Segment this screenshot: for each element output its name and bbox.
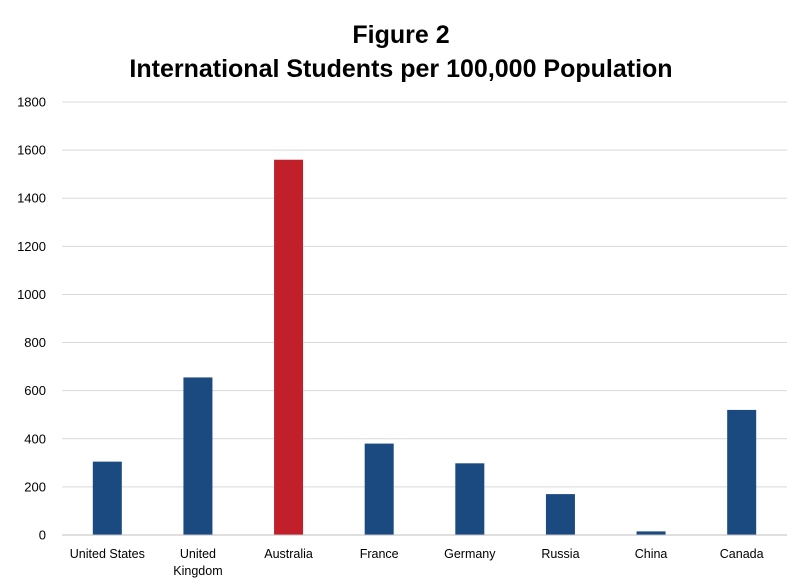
x-category-label: United Kingdom xyxy=(173,547,222,578)
y-tick-label: 1000 xyxy=(17,287,46,302)
bar-australia xyxy=(274,159,304,535)
y-tick-label: 0 xyxy=(39,528,46,543)
x-category-label: France xyxy=(360,547,399,561)
chart-title-line-1: Figure 2 xyxy=(352,21,450,49)
y-tick-label: 1400 xyxy=(17,191,46,206)
x-category-label: Germany xyxy=(444,547,496,561)
x-category-label: Canada xyxy=(720,547,764,561)
bar-france xyxy=(364,443,394,535)
x-category-label: Australia xyxy=(264,547,313,561)
bar-china xyxy=(636,531,666,535)
y-tick-label: 1600 xyxy=(17,143,46,158)
y-axis-tick-labels: 0 200 400 600 800 1000 1200 1400 1600 1800 xyxy=(17,95,46,543)
bar-united-kingdom xyxy=(183,377,213,535)
y-tick-label: 400 xyxy=(24,431,46,446)
gridlines xyxy=(62,101,787,488)
y-tick-label: 1800 xyxy=(17,95,46,110)
bar-canada xyxy=(727,409,757,535)
x-category-label: United States xyxy=(70,547,145,561)
chart-title-line-2: International Students per 100,000 Popul… xyxy=(129,55,673,83)
bar-russia xyxy=(545,494,575,535)
x-axis-category-labels: United States United Kingdom Australia Franc… xyxy=(70,547,764,578)
y-tick-label: 800 xyxy=(24,335,46,350)
bars xyxy=(92,159,757,535)
x-category-label: China xyxy=(635,547,668,561)
bar-germany xyxy=(455,463,485,535)
y-tick-label: 1200 xyxy=(17,239,46,254)
bar-united-states xyxy=(92,461,122,535)
chart-title: Figure 2 International Students per 100,… xyxy=(0,18,802,86)
y-tick-label: 600 xyxy=(24,383,46,398)
y-tick-label: 200 xyxy=(24,479,46,494)
x-category-label: Russia xyxy=(541,547,579,561)
